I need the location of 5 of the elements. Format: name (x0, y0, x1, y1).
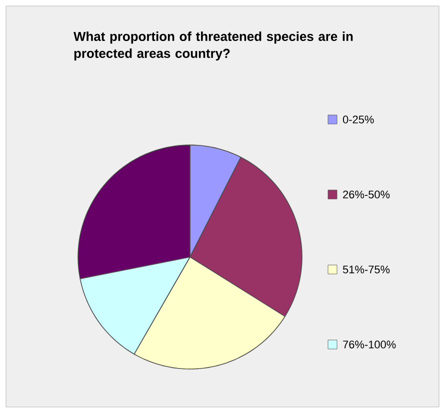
legend-label: 76%-100% (343, 340, 396, 348)
legend-label: 51%-75% (342, 266, 390, 274)
chart-title: What proportion of threatened species are in protected areas country? (74, 32, 353, 61)
legend-label: 26%-50% (343, 190, 390, 198)
legend-label: 0-25% (342, 116, 374, 124)
